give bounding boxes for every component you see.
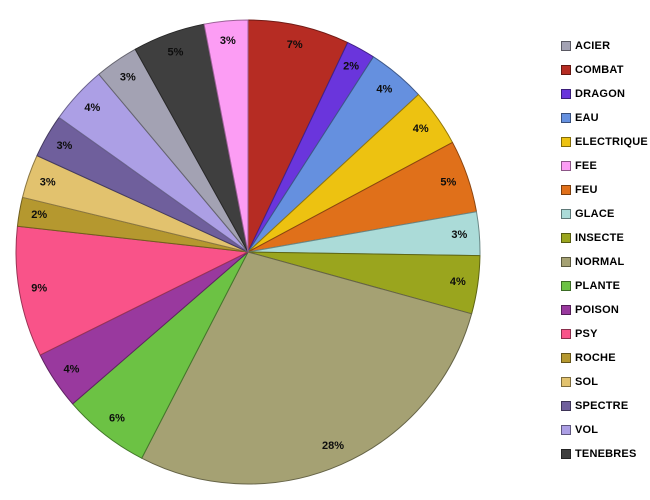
slice-label-fee: 3% xyxy=(220,35,236,47)
legend-swatch-fee xyxy=(561,160,571,171)
legend-item-normal[interactable]: NORMAL xyxy=(561,255,648,268)
slice-label-spectre: 3% xyxy=(56,140,72,152)
legend-label-spectre: SPECTRE xyxy=(575,399,629,412)
legend-swatch-sol xyxy=(561,376,571,387)
legend-item-poison[interactable]: POISON xyxy=(561,303,648,316)
slice-label-tenebres: 5% xyxy=(168,47,184,59)
legend-swatch-poison xyxy=(561,304,571,315)
slice-label-feu: 5% xyxy=(440,177,456,189)
legend-swatch-insecte xyxy=(561,232,571,243)
legend-item-insecte[interactable]: INSECTE xyxy=(561,231,648,244)
legend-item-glace[interactable]: GLACE xyxy=(561,207,648,220)
slice-label-eau: 4% xyxy=(376,84,392,96)
legend-swatch-acier xyxy=(561,40,571,51)
slice-label-combat: 7% xyxy=(287,39,303,51)
legend-label-dragon: DRAGON xyxy=(575,87,626,100)
slice-label-acier: 3% xyxy=(120,71,136,83)
legend-item-eau[interactable]: EAU xyxy=(561,111,648,124)
slice-label-normal: 28% xyxy=(322,440,344,452)
slice-label-roche: 2% xyxy=(31,209,47,221)
legend-swatch-dragon xyxy=(561,88,571,99)
legend-label-insecte: INSECTE xyxy=(575,231,625,244)
legend-item-tenebres[interactable]: TENEBRES xyxy=(561,447,648,460)
legend-swatch-combat xyxy=(561,64,571,75)
legend-swatch-normal xyxy=(561,256,571,267)
legend-label-combat: COMBAT xyxy=(575,63,624,76)
legend-label-vol: VOL xyxy=(575,423,599,436)
pie-slice-psy[interactable] xyxy=(15,225,249,356)
legend-label-eau: EAU xyxy=(575,111,599,124)
legend-item-dragon[interactable]: DRAGON xyxy=(561,87,648,100)
legend-label-psy: PSY xyxy=(575,327,598,340)
legend-label-poison: POISON xyxy=(575,303,619,316)
legend-label-tenebres: TENEBRES xyxy=(575,447,637,460)
legend-label-glace: GLACE xyxy=(575,207,615,220)
legend-swatch-eau xyxy=(561,112,571,123)
slice-label-dragon: 2% xyxy=(343,61,359,73)
legend-item-combat[interactable]: COMBAT xyxy=(561,63,648,76)
pie-slice-normal[interactable] xyxy=(141,251,473,485)
legend-label-acier: ACIER xyxy=(575,39,611,52)
pie-slice-fee[interactable] xyxy=(203,19,249,253)
legend-item-roche[interactable]: ROCHE xyxy=(561,351,648,364)
legend-label-roche: ROCHE xyxy=(575,351,616,364)
legend-item-psy[interactable]: PSY xyxy=(561,327,648,340)
legend-item-fee[interactable]: FEE xyxy=(561,159,648,172)
legend-swatch-spectre xyxy=(561,400,571,411)
legend-swatch-plante xyxy=(561,280,571,291)
legend-label-feu: FEU xyxy=(575,183,598,196)
slice-label-electrique: 4% xyxy=(413,123,429,135)
legend-item-spectre[interactable]: SPECTRE xyxy=(561,399,648,412)
legend-item-feu[interactable]: FEU xyxy=(561,183,648,196)
legend-swatch-vol xyxy=(561,424,571,435)
slice-label-vol: 4% xyxy=(84,102,100,114)
legend-label-electrique: ELECTRIQUE xyxy=(575,135,648,148)
slice-label-psy: 9% xyxy=(31,283,47,295)
legend: ACIER COMBAT DRAGON EAU ELECTRIQUE FEE FEU GLAC… xyxy=(561,39,648,460)
legend-swatch-psy xyxy=(561,328,571,339)
legend-item-vol[interactable]: VOL xyxy=(561,423,648,436)
legend-label-fee: FEE xyxy=(575,159,597,172)
pie-slice-combat[interactable] xyxy=(247,19,349,253)
legend-swatch-feu xyxy=(561,184,571,195)
slice-label-poison: 4% xyxy=(64,363,80,375)
slice-label-insecte: 4% xyxy=(450,276,466,288)
legend-label-normal: NORMAL xyxy=(575,255,625,268)
legend-item-acier[interactable]: ACIER xyxy=(561,39,648,52)
legend-label-plante: PLANTE xyxy=(575,279,621,292)
legend-item-plante[interactable]: PLANTE xyxy=(561,279,648,292)
legend-swatch-roche xyxy=(561,352,571,363)
legend-item-sol[interactable]: SOL xyxy=(561,375,648,388)
legend-item-electrique[interactable]: ELECTRIQUE xyxy=(561,135,648,148)
slice-label-sol: 3% xyxy=(40,177,56,189)
legend-swatch-tenebres xyxy=(561,448,571,459)
slice-label-plante: 6% xyxy=(109,413,125,425)
slice-label-glace: 3% xyxy=(451,229,467,241)
legend-swatch-glace xyxy=(561,208,571,219)
legend-swatch-electrique xyxy=(561,136,571,147)
legend-label-sol: SOL xyxy=(575,375,599,388)
